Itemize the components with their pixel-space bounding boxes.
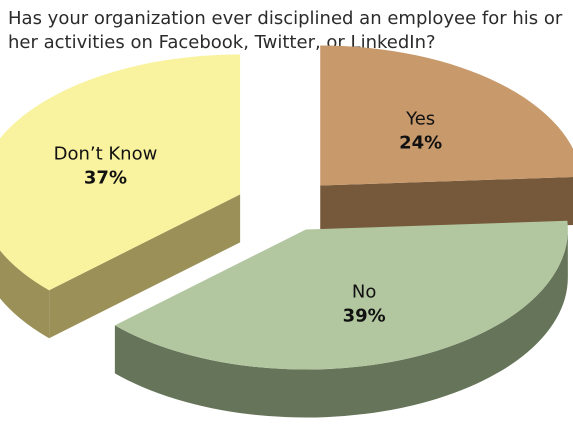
slice-cut-don-t-know-0: [49, 194, 241, 339]
slice-value-don-t-know: 37%: [84, 167, 127, 188]
slice-yes: [320, 45, 573, 186]
slice-wall-don-t-know: [0, 250, 50, 339]
slice-cut-yes-1: [320, 177, 573, 234]
slice-side-no: [114, 229, 568, 418]
slice-value-yes: 24%: [399, 132, 442, 153]
slice-value-no: 39%: [343, 305, 386, 326]
slice-wall-no: [114, 229, 568, 418]
slice-label-don-t-know: Don’t Know: [54, 143, 158, 164]
slice-no: [114, 220, 568, 370]
slice-label-yes: Yes: [405, 108, 435, 129]
pie-tops: [0, 45, 573, 370]
slice-side-yes: [320, 177, 573, 234]
slice-side-don-t-know: [0, 194, 241, 339]
slice-label-no: No: [352, 281, 376, 302]
slice-don-t-know: [0, 54, 241, 291]
pie-sides: [0, 177, 573, 418]
pie-labels: Yes 24% No 39% Don’t Know 37%: [54, 108, 443, 326]
